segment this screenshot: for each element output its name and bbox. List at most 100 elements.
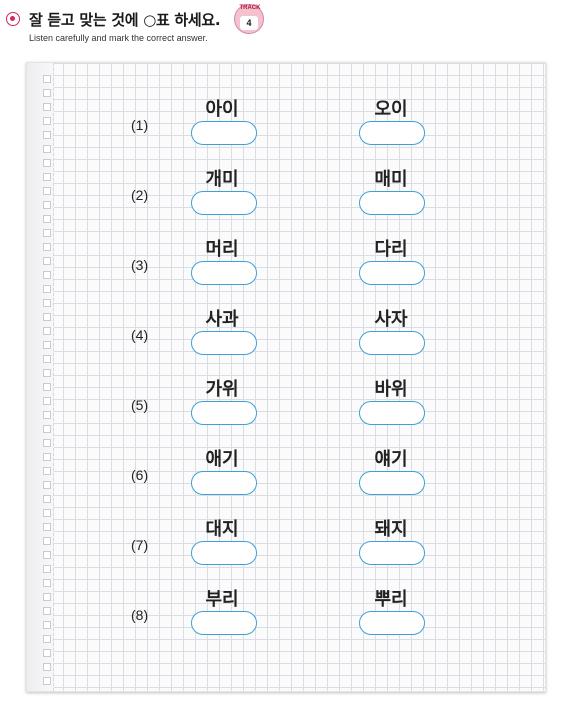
binding-hole (43, 173, 51, 181)
answer-box-left[interactable] (191, 541, 257, 565)
binding-hole (43, 397, 51, 405)
binding-hole (43, 145, 51, 153)
binding-hole (43, 509, 51, 517)
torn-binding-edge (27, 63, 54, 691)
binding-hole (43, 663, 51, 671)
binding-hole (43, 215, 51, 223)
option-left-word: 부리 (205, 589, 239, 610)
option-right-word: 오이 (374, 99, 408, 120)
answer-box-right[interactable] (359, 541, 425, 565)
binding-hole (43, 355, 51, 363)
option-left-word: 애기 (205, 449, 239, 470)
answer-box-left[interactable] (191, 331, 257, 355)
question-number: (7) (131, 537, 149, 553)
answer-box-right[interactable] (359, 121, 425, 145)
binding-hole (43, 579, 51, 587)
question-row: (3) 머리 다리 (27, 237, 547, 297)
question-row: (8) 부리 뿌리 (27, 587, 547, 647)
binding-hole (43, 75, 51, 83)
instruction-english: Listen carefully and mark the correct an… (29, 33, 208, 43)
option-right-word: 바위 (374, 379, 408, 400)
binding-hole (43, 453, 51, 461)
answer-box-right[interactable] (359, 401, 425, 425)
question-number: (1) (131, 117, 149, 133)
question-number: (6) (131, 467, 149, 483)
binding-hole (43, 649, 51, 657)
question-number: (2) (131, 187, 149, 203)
answer-box-left[interactable] (191, 401, 257, 425)
binding-hole (43, 271, 51, 279)
binding-hole (43, 551, 51, 559)
binding-hole (43, 89, 51, 97)
binding-hole (43, 341, 51, 349)
binding-hole (43, 159, 51, 167)
track-number: 4 (240, 16, 258, 30)
binding-hole (43, 425, 51, 433)
question-number: (8) (131, 607, 149, 623)
option-right-word: 다리 (374, 239, 408, 260)
instruction-korean: 잘 듣고 맞는 것에 ○표 하세요. (29, 11, 221, 29)
question-row: (6) 애기 얘기 (27, 447, 547, 507)
exercise-header: 잘 듣고 맞는 것에 ○표 하세요. Listen carefully and … (6, 4, 566, 48)
binding-hole (43, 327, 51, 335)
binding-hole (43, 635, 51, 643)
binding-hole (43, 523, 51, 531)
binding-hole (43, 299, 51, 307)
binding-hole (43, 383, 51, 391)
answer-box-left[interactable] (191, 261, 257, 285)
answer-box-right[interactable] (359, 261, 425, 285)
option-left-word: 가위 (205, 379, 239, 400)
binding-hole (43, 229, 51, 237)
binding-hole (43, 243, 51, 251)
option-left-word: 아이 (205, 99, 239, 120)
option-left-word: 대지 (205, 519, 239, 540)
binding-hole (43, 467, 51, 475)
binding-hole (43, 621, 51, 629)
answer-box-right[interactable] (359, 471, 425, 495)
binding-hole (43, 495, 51, 503)
question-row: (5) 가위 바위 (27, 377, 547, 437)
binding-hole (43, 117, 51, 125)
option-right-word: 뿌리 (374, 589, 408, 610)
target-bullet-icon (6, 12, 20, 26)
binding-hole (43, 439, 51, 447)
answer-box-right[interactable] (359, 191, 425, 215)
question-number: (5) (131, 397, 149, 413)
answer-box-left[interactable] (191, 191, 257, 215)
option-left-word: 사과 (205, 309, 239, 330)
binding-hole (43, 481, 51, 489)
binding-hole (43, 285, 51, 293)
question-row: (1) 아이 오이 (27, 97, 547, 157)
answer-box-left[interactable] (191, 121, 257, 145)
question-number: (3) (131, 257, 149, 273)
binding-hole (43, 677, 51, 685)
binding-hole (43, 565, 51, 573)
binding-hole (43, 607, 51, 615)
audio-track-icon[interactable]: TRACK 4 (232, 4, 268, 34)
binding-hole (43, 313, 51, 321)
binding-hole (43, 131, 51, 139)
answer-box-left[interactable] (191, 471, 257, 495)
binding-hole (43, 257, 51, 265)
question-row: (2) 개미 매미 (27, 167, 547, 227)
binding-hole (43, 201, 51, 209)
question-row: (4) 사과 사자 (27, 307, 547, 367)
binding-hole (43, 537, 51, 545)
answer-box-left[interactable] (191, 611, 257, 635)
question-row: (7) 대지 돼지 (27, 517, 547, 577)
binding-hole (43, 103, 51, 111)
binding-hole (43, 369, 51, 377)
option-right-word: 얘기 (374, 449, 408, 470)
option-left-word: 개미 (205, 169, 239, 190)
answer-box-right[interactable] (359, 331, 425, 355)
binding-hole (43, 411, 51, 419)
question-number: (4) (131, 327, 149, 343)
binding-hole (43, 593, 51, 601)
option-left-word: 머리 (205, 239, 239, 260)
notebook-paper: (1) 아이 오이 (2) 개미 매미 (3) 머리 다리 (4) 사과 사자 … (26, 62, 546, 692)
option-right-word: 돼지 (374, 519, 408, 540)
answer-box-right[interactable] (359, 611, 425, 635)
binding-hole (43, 187, 51, 195)
track-label: TRACK (239, 5, 261, 11)
option-right-word: 매미 (374, 169, 408, 190)
